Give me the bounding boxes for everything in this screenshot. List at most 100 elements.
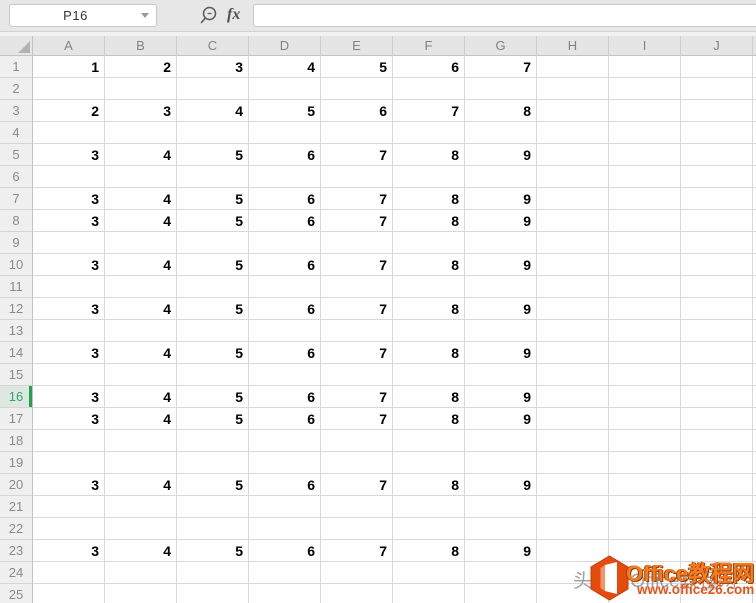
cell-D4[interactable] xyxy=(249,122,321,144)
cell-F18[interactable] xyxy=(393,430,465,452)
cell-F2[interactable] xyxy=(393,78,465,100)
row-header-5[interactable]: 5 xyxy=(0,144,33,166)
cell-H6[interactable] xyxy=(537,166,609,188)
cell-partial19[interactable] xyxy=(753,452,756,474)
cell-E20[interactable]: 7 xyxy=(321,474,393,496)
cell-H1[interactable] xyxy=(537,56,609,78)
cell-C16[interactable]: 5 xyxy=(177,386,249,408)
cell-C24[interactable] xyxy=(177,562,249,584)
cell-G21[interactable] xyxy=(465,496,537,518)
cell-J23[interactable] xyxy=(681,540,753,562)
cell-I10[interactable] xyxy=(609,254,681,276)
column-header-A[interactable]: A xyxy=(33,36,105,56)
cell-C6[interactable] xyxy=(177,166,249,188)
cell-F23[interactable]: 8 xyxy=(393,540,465,562)
cell-C17[interactable]: 5 xyxy=(177,408,249,430)
cell-H11[interactable] xyxy=(537,276,609,298)
cell-E10[interactable]: 7 xyxy=(321,254,393,276)
cell-F15[interactable] xyxy=(393,364,465,386)
cell-E7[interactable]: 7 xyxy=(321,188,393,210)
cell-F19[interactable] xyxy=(393,452,465,474)
cell-C15[interactable] xyxy=(177,364,249,386)
cell-C22[interactable] xyxy=(177,518,249,540)
cell-J22[interactable] xyxy=(681,518,753,540)
cell-A14[interactable]: 3 xyxy=(33,342,105,364)
cell-D6[interactable] xyxy=(249,166,321,188)
cell-H17[interactable] xyxy=(537,408,609,430)
cell-D14[interactable]: 6 xyxy=(249,342,321,364)
cell-H22[interactable] xyxy=(537,518,609,540)
cell-H9[interactable] xyxy=(537,232,609,254)
cell-J20[interactable] xyxy=(681,474,753,496)
cell-B11[interactable] xyxy=(105,276,177,298)
cell-B9[interactable] xyxy=(105,232,177,254)
row-header-22[interactable]: 22 xyxy=(0,518,33,540)
cell-C4[interactable] xyxy=(177,122,249,144)
cell-A16[interactable]: 3 xyxy=(33,386,105,408)
cell-E23[interactable]: 7 xyxy=(321,540,393,562)
cell-F5[interactable]: 8 xyxy=(393,144,465,166)
cell-B4[interactable] xyxy=(105,122,177,144)
cell-A4[interactable] xyxy=(33,122,105,144)
cell-partial8[interactable] xyxy=(753,210,756,232)
cell-I11[interactable] xyxy=(609,276,681,298)
row-header-8[interactable]: 8 xyxy=(0,210,33,232)
cell-C20[interactable]: 5 xyxy=(177,474,249,496)
cell-C13[interactable] xyxy=(177,320,249,342)
cell-E1[interactable]: 5 xyxy=(321,56,393,78)
cell-G8[interactable]: 9 xyxy=(465,210,537,232)
cell-D15[interactable] xyxy=(249,364,321,386)
cell-H12[interactable] xyxy=(537,298,609,320)
cell-E3[interactable]: 6 xyxy=(321,100,393,122)
select-all-corner[interactable] xyxy=(0,36,33,56)
search-icon[interactable] xyxy=(197,5,219,27)
cell-C21[interactable] xyxy=(177,496,249,518)
cell-H10[interactable] xyxy=(537,254,609,276)
cell-D5[interactable]: 6 xyxy=(249,144,321,166)
cell-E5[interactable]: 7 xyxy=(321,144,393,166)
cell-B10[interactable]: 4 xyxy=(105,254,177,276)
cell-D19[interactable] xyxy=(249,452,321,474)
row-header-10[interactable]: 10 xyxy=(0,254,33,276)
cell-I16[interactable] xyxy=(609,386,681,408)
cell-partial18[interactable] xyxy=(753,430,756,452)
cell-A22[interactable] xyxy=(33,518,105,540)
cell-F17[interactable]: 8 xyxy=(393,408,465,430)
row-header-21[interactable]: 21 xyxy=(0,496,33,518)
cell-C9[interactable] xyxy=(177,232,249,254)
cell-G17[interactable]: 9 xyxy=(465,408,537,430)
cell-C23[interactable]: 5 xyxy=(177,540,249,562)
cell-I20[interactable] xyxy=(609,474,681,496)
row-header-9[interactable]: 9 xyxy=(0,232,33,254)
cell-A23[interactable]: 3 xyxy=(33,540,105,562)
cell-partial17[interactable] xyxy=(753,408,756,430)
cell-G9[interactable] xyxy=(465,232,537,254)
cell-G7[interactable]: 9 xyxy=(465,188,537,210)
cell-B12[interactable]: 4 xyxy=(105,298,177,320)
cell-C19[interactable] xyxy=(177,452,249,474)
cell-H4[interactable] xyxy=(537,122,609,144)
cell-F20[interactable]: 8 xyxy=(393,474,465,496)
row-header-6[interactable]: 6 xyxy=(0,166,33,188)
cell-I12[interactable] xyxy=(609,298,681,320)
cell-B8[interactable]: 4 xyxy=(105,210,177,232)
cell-I22[interactable] xyxy=(609,518,681,540)
cell-I17[interactable] xyxy=(609,408,681,430)
cell-I5[interactable] xyxy=(609,144,681,166)
cell-A15[interactable] xyxy=(33,364,105,386)
cell-G13[interactable] xyxy=(465,320,537,342)
cell-E22[interactable] xyxy=(321,518,393,540)
cell-D3[interactable]: 5 xyxy=(249,100,321,122)
cell-D16[interactable]: 6 xyxy=(249,386,321,408)
cell-E9[interactable] xyxy=(321,232,393,254)
cell-H15[interactable] xyxy=(537,364,609,386)
cell-J8[interactable] xyxy=(681,210,753,232)
cell-J19[interactable] xyxy=(681,452,753,474)
column-header-C[interactable]: C xyxy=(177,36,249,56)
cell-partial3[interactable] xyxy=(753,100,756,122)
row-header-23[interactable]: 23 xyxy=(0,540,33,562)
cell-E24[interactable] xyxy=(321,562,393,584)
formula-bar-input[interactable] xyxy=(253,4,756,27)
cell-J15[interactable] xyxy=(681,364,753,386)
cell-A24[interactable] xyxy=(33,562,105,584)
